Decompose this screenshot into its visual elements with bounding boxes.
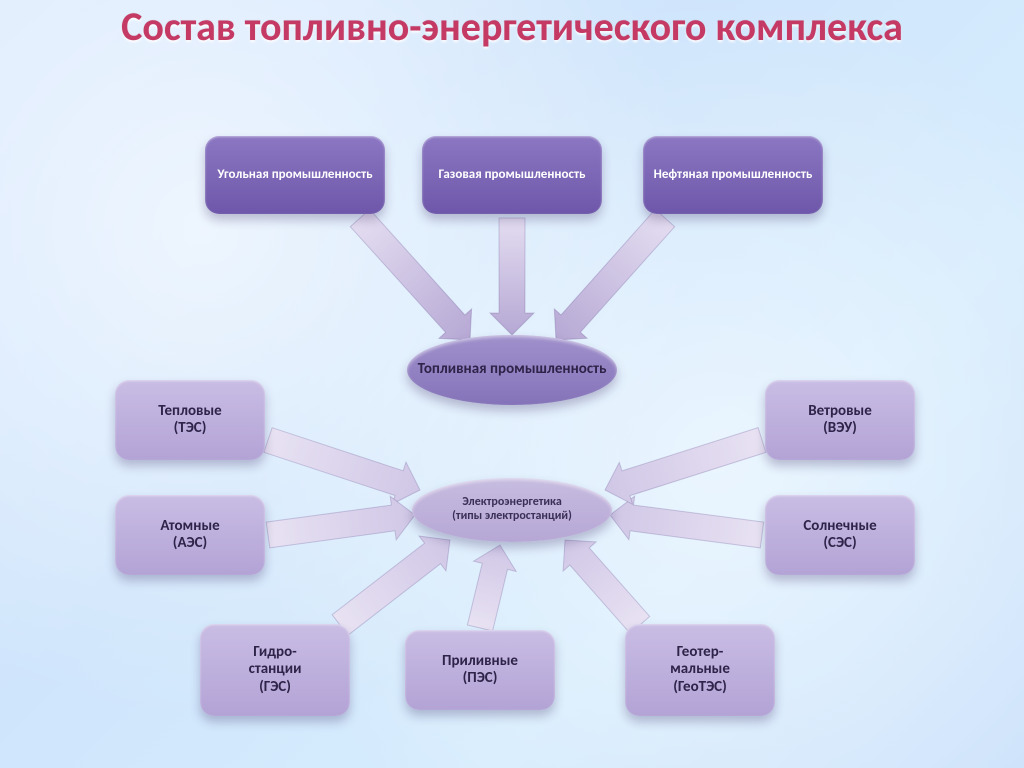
center-fuel: Топливная промышленность: [407, 335, 617, 405]
bottom-box-6: Ветровые(ВЭУ): [765, 380, 915, 460]
diagram-stage: { "title": "Состав топливно-энергетическ…: [0, 0, 1024, 768]
center-energy: Электроэнергетика(типы электростанций): [412, 478, 612, 542]
top-box-2: Нефтяная промышленность: [643, 136, 823, 214]
bottom-box-0: Тепловые(ТЭС): [115, 380, 265, 460]
bottom-box-1: Атомные(АЭС): [115, 495, 265, 575]
page-title: Состав топливно-энергетического комплекс…: [0, 6, 1024, 48]
bottom-box-4: Геотер-мальные(ГеоТЭС): [625, 624, 775, 716]
center-energy-label: Электроэнергетика(типы электростанций): [444, 492, 580, 528]
bottom-box-5: Солнечные(СЭС): [765, 495, 915, 575]
top-box-0: Угольная промышленность: [205, 136, 385, 214]
center-fuel-label: Топливная промышленность: [410, 357, 615, 382]
top-box-1: Газовая промышленность: [422, 136, 602, 214]
bottom-box-2: Гидро-станции(ГЭС): [200, 624, 350, 716]
bottom-box-3: Приливные(ПЭС): [405, 630, 555, 710]
